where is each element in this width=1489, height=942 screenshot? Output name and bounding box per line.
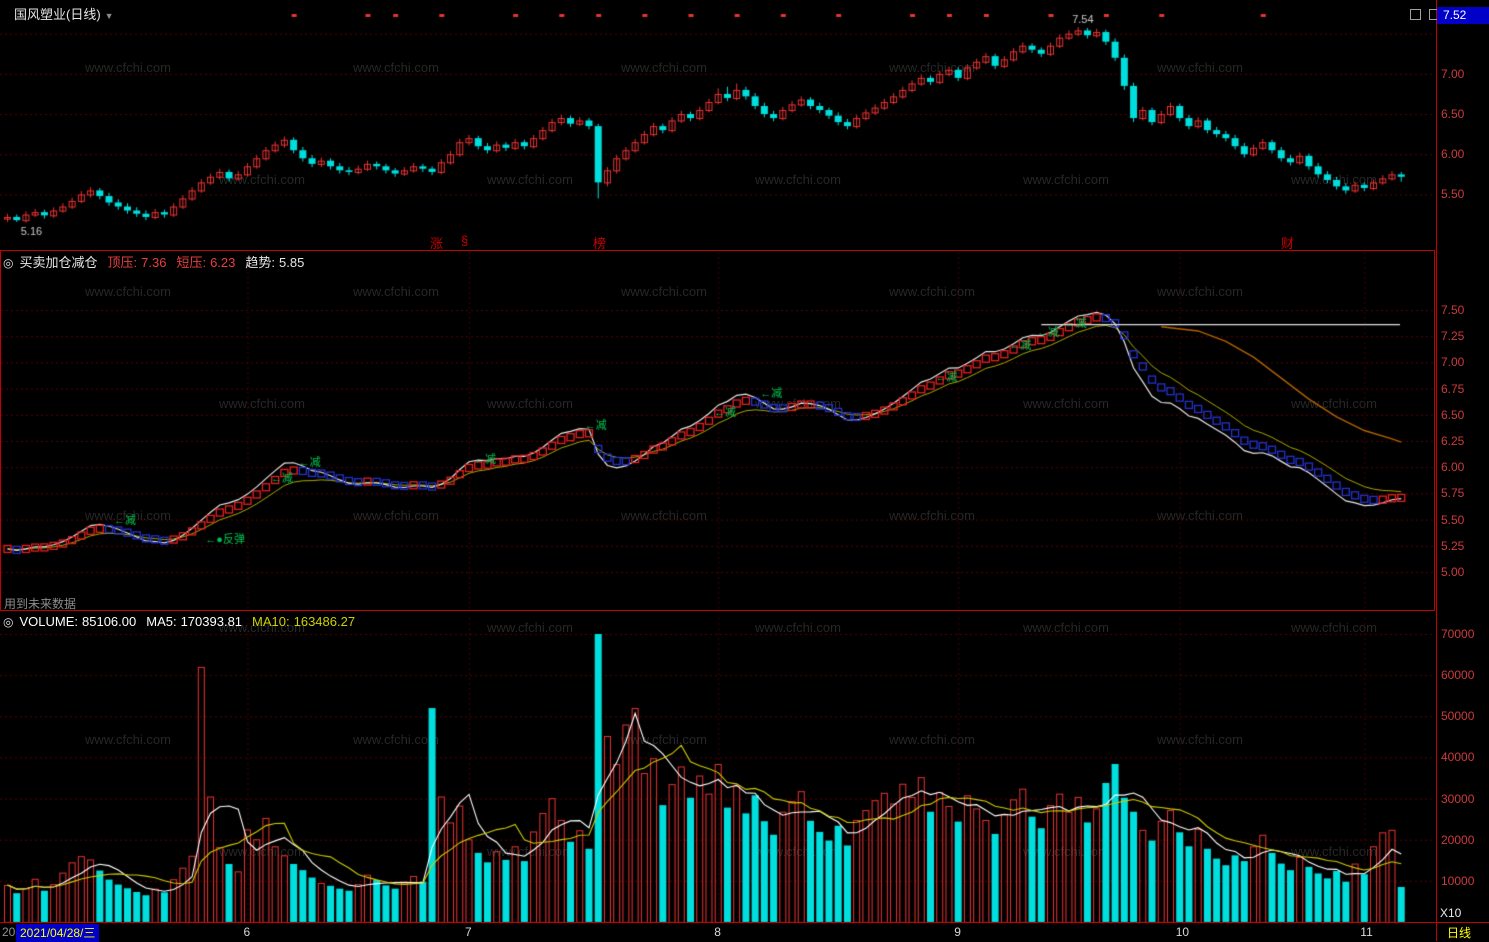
y-axis-label: 5.75: [1441, 486, 1465, 501]
title-bar: 国风塑业(日线) ▼: [14, 4, 114, 23]
indicator-field-value: 7.36: [141, 255, 167, 270]
indicator-bullet-icon: ◎: [3, 256, 14, 270]
y-axis-label: 60000: [1441, 668, 1475, 683]
indicator-field-label: 短压:: [176, 255, 207, 270]
date-badge: 2021/04/28/三: [16, 924, 100, 942]
volume-field-label: VOLUME:: [19, 614, 78, 629]
y-axis-label: 6.75: [1441, 381, 1465, 396]
x-axis-month-label: 10: [1175, 925, 1190, 939]
y-axis-label: 30000: [1441, 791, 1475, 806]
x-axis-month-label: 9: [954, 925, 961, 939]
indicator-field-label: 趋势:: [245, 255, 275, 270]
y-axis-label: 5.00: [1441, 565, 1465, 579]
stock-title[interactable]: 国风塑业(日线): [14, 7, 101, 22]
y-axis-label: 50000: [1441, 709, 1475, 724]
volume-chart-canvas[interactable]: [0, 612, 1436, 923]
y-axis-label: 7.50: [1441, 303, 1465, 317]
window-controls: [1406, 7, 1441, 25]
ma10-value: 163486.27: [293, 614, 356, 629]
volume-unit-label: X10: [1440, 906, 1462, 920]
indicator-field-value: 5.85: [279, 255, 305, 270]
y-axis-label: 5.50: [1441, 512, 1465, 527]
date-prefix: 20: [2, 925, 16, 939]
volume-field-value: 85106.00: [82, 614, 137, 629]
indicator-name[interactable]: 买卖加仓减仓: [19, 255, 98, 270]
y-axis-label: 7.00: [1441, 355, 1465, 370]
period-label[interactable]: 日线: [1447, 926, 1472, 940]
y-axis-label: 7.25: [1441, 329, 1465, 344]
y-axis-label: 6.50: [1441, 407, 1465, 422]
y-axis-label: 10000: [1441, 873, 1475, 888]
axis-divider-line: [1436, 0, 1437, 941]
y-axis-label: 6.00: [1441, 460, 1465, 475]
price-chart-canvas[interactable]: [0, 0, 1436, 250]
y-axis-label: 6.25: [1441, 434, 1465, 448]
bottom-separator-line: [0, 922, 1489, 923]
x-axis-month-label: 11: [1360, 925, 1373, 939]
title-caret-icon: ▼: [104, 11, 114, 21]
y-axis-label: 7.00: [1441, 66, 1465, 81]
indicator-field-label: 顶压:: [107, 255, 138, 270]
x-axis-month-label: 6: [243, 925, 251, 939]
indicator-chart-canvas[interactable]: [0, 250, 1436, 612]
future-data-note: 用到未来数据: [4, 597, 77, 611]
y-axis-label: 6.00: [1441, 147, 1465, 162]
indicator-field-value: 6.23: [210, 255, 236, 270]
y-axis-label: 5.25: [1441, 538, 1465, 553]
window-restore-icon[interactable]: [1410, 9, 1421, 20]
y-axis-label: 40000: [1441, 750, 1475, 765]
volume-bullet-icon: ◎: [3, 615, 14, 629]
volume-header: ◎ VOLUME: 85106.00 MA5: 170393.81 MA10: 163486…: [3, 614, 355, 629]
ma5-label: MA5:: [146, 614, 177, 629]
indicator-header: ◎ 买卖加仓减仓 顶压: 7.36 短压: 6.23 趋势: 5.85: [3, 252, 304, 271]
right-axis: 7.52 X10 日线 7.00 6.50 6.00 5.50 7.50 7.25 7.00…: [1437, 0, 1489, 941]
y-axis-label: 70000: [1441, 627, 1475, 641]
y-axis-label: 20000: [1441, 832, 1475, 847]
y-axis-label: 6.50: [1441, 107, 1465, 122]
x-axis-month-label: 7: [465, 925, 472, 939]
date-axis: 20 2021/04/28/三 6 7 8 9 10 11: [0, 923, 1436, 942]
ma10-label: MA10:: [252, 614, 290, 629]
ma5-value: 170393.81: [180, 614, 243, 629]
last-price-badge: 7.52: [1437, 7, 1489, 24]
x-axis-month-label: 8: [714, 925, 721, 939]
y-axis-label: 5.50: [1441, 187, 1465, 202]
